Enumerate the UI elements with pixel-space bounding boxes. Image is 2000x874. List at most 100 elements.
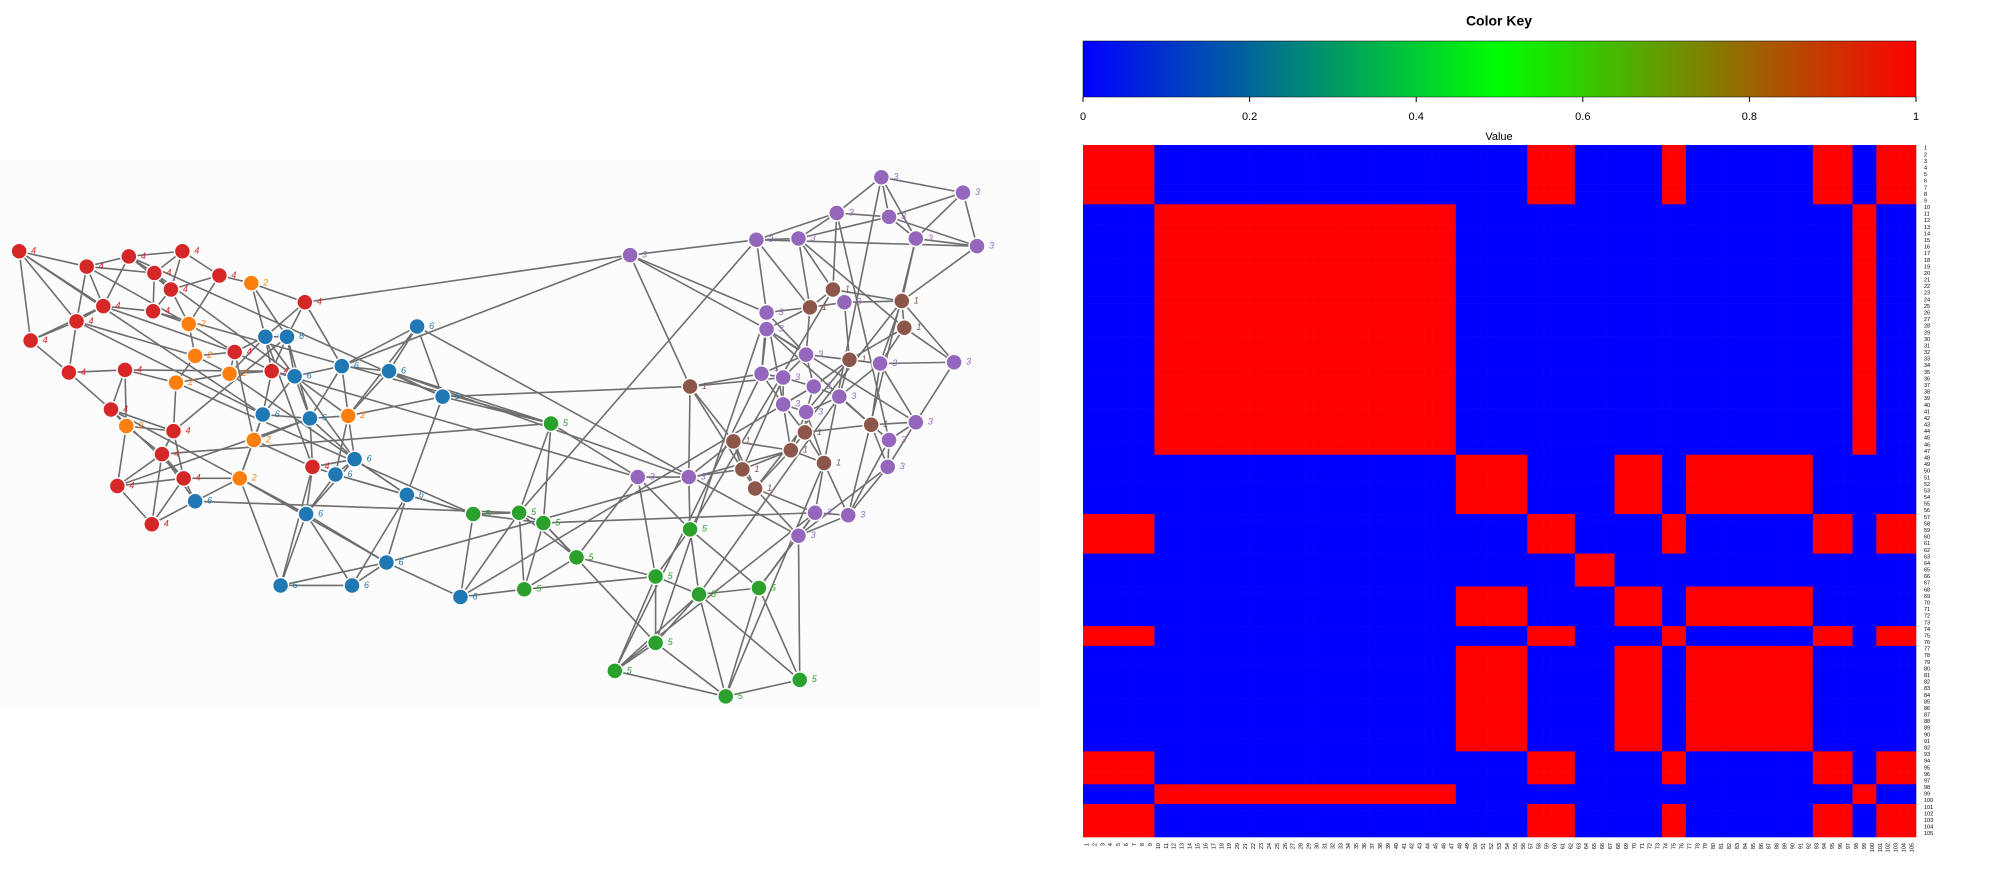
heatmap-cell [1360,309,1369,317]
heatmap-cell [1384,336,1393,344]
edge [271,370,638,478]
heatmap-cell [1471,191,1480,199]
heatmap-cell [1733,283,1742,291]
heatmap-cell [1749,197,1758,205]
heatmap-cell [1773,191,1782,199]
heatmap-cell [1265,204,1274,212]
heatmap-cell [1638,369,1647,376]
heatmap-cell [1455,316,1465,324]
heatmap-cell [1789,395,1798,403]
heatmap-cell [1701,349,1711,357]
heatmap-cell [1765,395,1774,403]
heatmap-cell [1170,171,1179,179]
heatmap-cell [1178,184,1187,192]
heatmap-cell [1257,336,1266,344]
heatmap-cell [1828,243,1837,251]
heatmap-cell [1202,204,1211,212]
heatmap-cell [1217,283,1227,291]
heatmap-cell [1900,355,1909,363]
heatmap-cell [1574,158,1584,166]
node [789,526,808,545]
heatmap-cell [1384,276,1393,284]
heatmap-cell [1106,362,1116,370]
heatmap-cell [1503,224,1512,231]
heatmap-cell [1892,164,1901,172]
heatmap-cell [1900,210,1909,218]
node [301,409,319,428]
heatmap-cell [1733,177,1742,185]
heatmap-cell [1574,237,1584,245]
heatmap-cell [1447,336,1457,344]
heatmap-cell [1106,342,1116,350]
heatmap-cell [1225,217,1235,225]
heatmap-cell [1725,375,1734,383]
heatmap-cell [1487,408,1496,416]
heatmap-cell [1590,408,1599,416]
heatmap-cell [1543,309,1552,317]
heatmap-cell [1440,257,1449,264]
heatmap-cell [1535,171,1544,179]
heatmap-cell [1455,210,1465,218]
node [774,368,792,387]
heatmap-cell [1202,171,1211,179]
heatmap-cell [1273,250,1282,258]
heatmap-cell [1281,408,1290,416]
heatmap-cell [1884,336,1893,344]
heatmap-cell [1368,369,1377,376]
heatmap-cell [1551,250,1560,258]
heatmap-cell [1146,204,1155,212]
heatmap-cell [1598,388,1607,396]
heatmap-cell [1551,336,1560,344]
heatmap-cell [1186,184,1195,192]
heatmap-cell [1265,158,1274,166]
heatmap-cell [1892,158,1901,166]
heatmap-cell [1717,303,1726,311]
heatmap-cell [1297,237,1306,245]
heatmap-cell [1590,349,1599,357]
heatmap-cell [1209,191,1219,199]
heatmap-cell [1646,342,1655,350]
heatmap-cell [1804,415,1814,423]
heatmap-cell [1392,243,1401,251]
heatmap-cell [1614,184,1623,192]
heatmap-cell [1495,158,1504,166]
heatmap-cell [1265,408,1274,416]
heatmap-cell [1812,204,1822,212]
heatmap-cell [1281,355,1290,363]
heatmap-cell [1313,210,1322,218]
heatmap-cell [1432,263,1441,271]
node-label: 5 [711,589,717,599]
heatmap-cell [1614,395,1623,403]
heatmap-cell [1090,369,1100,376]
heatmap-cell [1884,177,1893,185]
heatmap-cell [1852,395,1861,403]
heatmap-cell [1154,151,1163,159]
heatmap-cell [1083,382,1092,390]
heatmap-cell [1106,217,1116,225]
node [408,317,426,336]
heatmap-cell [1828,395,1837,403]
heatmap-cell [1527,355,1536,363]
heatmap-cell [1693,309,1703,317]
heatmap-cell [1225,210,1235,218]
heatmap-cell [1098,217,1108,225]
heatmap-cell [1535,355,1544,363]
heatmap-cell [1535,164,1544,172]
heatmap-cell [1630,296,1639,304]
heatmap-cell [1106,145,1116,152]
heatmap-cell [1828,204,1837,212]
heatmap-cell [1186,257,1195,264]
heatmap-cell [1566,184,1576,192]
heatmap-cell [1646,316,1655,324]
heatmap-cell [1662,210,1671,218]
heatmap-cell [1812,388,1822,396]
heatmap-cell [1209,184,1219,192]
heatmap-cell [1908,158,1917,166]
heatmap-cell [1178,355,1187,363]
heatmap-cell [1455,395,1465,403]
heatmap-cell [1733,355,1742,363]
heatmap-cell [1804,355,1814,363]
heatmap-cell [1876,151,1885,159]
heatmap-cell [1535,362,1544,370]
heatmap-cell [1209,171,1219,179]
